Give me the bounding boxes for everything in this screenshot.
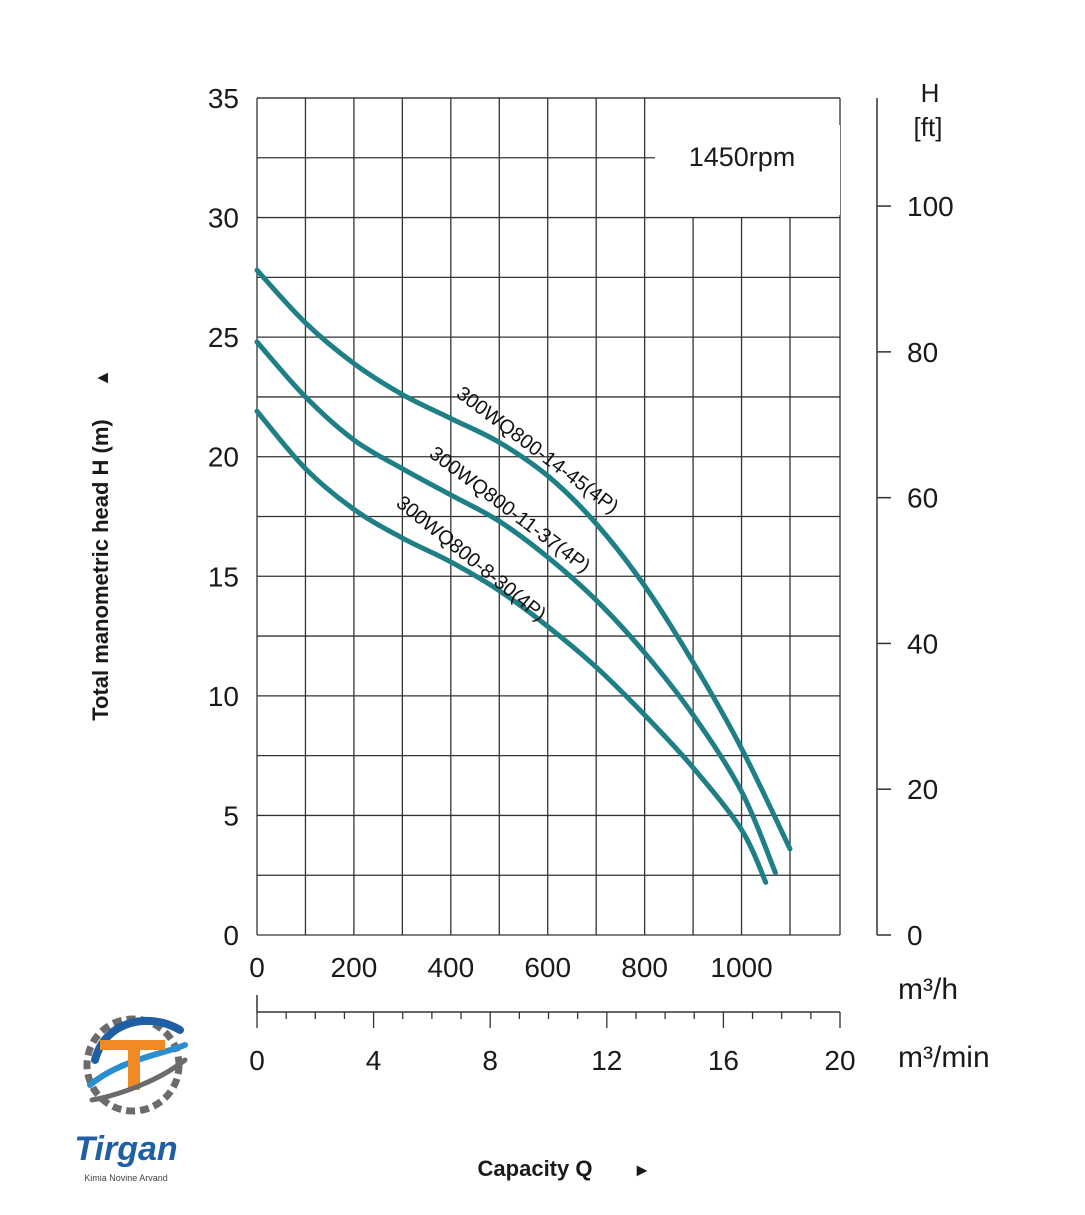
right-tick-label: 80 xyxy=(907,337,938,368)
right-tick-label: 100 xyxy=(907,191,954,222)
tirgan-gear-logo-icon xyxy=(83,1015,188,1115)
series-curve xyxy=(254,339,778,876)
x-axis-unit: m³/h xyxy=(898,973,958,1006)
logo-name: Tirgan xyxy=(74,1130,177,1168)
x-tick-label: 0 xyxy=(249,952,265,983)
x-tick-label: 800 xyxy=(621,952,668,983)
x-axis-secondary-unit: m³/min xyxy=(898,1041,990,1074)
y-tick-label: 35 xyxy=(208,83,239,114)
x-tick-label: 200 xyxy=(331,952,378,983)
secondary-x-tick-label: 8 xyxy=(482,1045,498,1076)
x-tick-label: 600 xyxy=(524,952,571,983)
secondary-x-tick-label: 12 xyxy=(591,1045,622,1076)
y-tick-label: 20 xyxy=(208,442,239,473)
y-axis-title: Total manometric head H (m) xyxy=(88,419,113,721)
y-tick-label: 0 xyxy=(223,920,239,951)
rpm-annotation: 1450rpm xyxy=(689,142,796,172)
right-axis-unit-top: H xyxy=(921,78,940,108)
right-tick-label: 0 xyxy=(907,920,923,951)
x-axis-arrow: ► xyxy=(633,1160,651,1180)
x-tick-label: 400 xyxy=(427,952,474,983)
tirgan-logo: Tirgan Kimia Novine Arvand xyxy=(74,1015,188,1183)
secondary-x-tick-label: 20 xyxy=(824,1045,855,1076)
y-axis-title-group: Total manometric head H (m) ▲ xyxy=(88,369,113,721)
right-tick-label: 60 xyxy=(907,483,938,514)
x-tick-label: 1000 xyxy=(710,952,772,983)
x-axis-title: Capacity Q xyxy=(478,1156,593,1181)
series-curve xyxy=(254,267,793,852)
right-tick-label: 20 xyxy=(907,774,938,805)
logo-tagline: Kimia Novine Arvand xyxy=(84,1173,168,1183)
series-curve xyxy=(254,408,769,885)
y-tick-label: 15 xyxy=(208,561,239,592)
secondary-x-tick-label: 0 xyxy=(249,1045,265,1076)
rpm-annotation-box xyxy=(655,125,840,215)
secondary-x-tick-label: 16 xyxy=(708,1045,739,1076)
right-tick-label: 40 xyxy=(907,628,938,659)
y-axis-arrow: ▲ xyxy=(92,369,112,387)
y-tick-label: 5 xyxy=(223,800,239,831)
y-tick-label: 30 xyxy=(208,203,239,234)
secondary-x-tick-label: 4 xyxy=(366,1045,382,1076)
y-tick-label: 25 xyxy=(208,322,239,353)
right-axis-unit-bottom: [ft] xyxy=(914,112,943,142)
y-tick-label: 10 xyxy=(208,681,239,712)
